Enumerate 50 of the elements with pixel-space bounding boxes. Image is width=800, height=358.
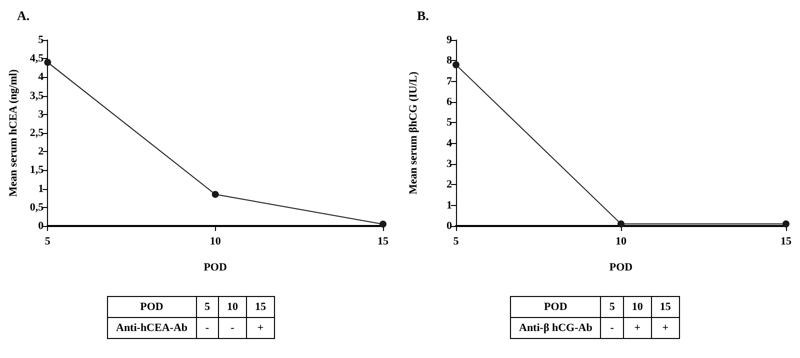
point <box>44 58 52 66</box>
y-tick-label: 5 <box>446 116 452 129</box>
x-tick-label: 15 <box>378 236 389 248</box>
y-axis-title: Mean serum hCEA (ng/ml) <box>8 68 20 197</box>
point <box>212 190 219 198</box>
y-tick-label: 4,5 <box>30 52 44 65</box>
text: 5 <box>196 296 219 318</box>
y-tick-label: 4 <box>38 71 44 84</box>
y-tick-label: 2 <box>38 146 44 158</box>
text: 15 <box>651 296 680 318</box>
y-tick-label: 2 <box>446 178 452 191</box>
y-tick-label: 3 <box>446 158 452 170</box>
y-tick-label: 8 <box>446 54 452 67</box>
point <box>380 220 386 228</box>
y-tick-label: 9 <box>446 34 452 46</box>
text: 10 <box>623 296 652 318</box>
text: Anti-β hCG-Ab <box>510 318 601 338</box>
y-tick-label: 2,5 <box>30 127 44 139</box>
text: + <box>623 318 652 338</box>
y-tick-label: 3 <box>38 108 44 120</box>
text: - <box>218 318 247 338</box>
y-tick-label: 6 <box>446 96 452 108</box>
y-axis-title: Mean serum βhCG (IU/L) <box>408 71 420 194</box>
text: Anti-hCEA-Ab <box>108 318 196 338</box>
y-tick-label: 0,5 <box>30 201 44 214</box>
y-tick-label: 1 <box>446 199 452 212</box>
x-tick-label: 10 <box>210 236 222 248</box>
chart-title: A. <box>17 8 30 23</box>
x-axis-title: POD <box>609 262 633 274</box>
text: POD <box>510 296 601 318</box>
text: POD <box>108 296 196 318</box>
y-tick-label: 4 <box>446 137 452 150</box>
text: - <box>196 318 219 338</box>
y-tick-label: 1 <box>38 182 44 195</box>
y-tick-label: 0 <box>38 220 44 232</box>
y-tick-label: 7 <box>446 75 452 88</box>
y-tick-label: 5 <box>38 34 44 46</box>
x-tick-label: 10 <box>616 236 627 248</box>
y-tick-label: 1,5 <box>30 164 44 176</box>
text: 15 <box>246 296 275 318</box>
y-tick-label: 0 <box>446 220 452 232</box>
x-axis-title: POD <box>204 262 227 274</box>
y-tick-label: 3,5 <box>30 90 44 102</box>
text: 5 <box>600 296 624 318</box>
text: - <box>600 318 624 338</box>
text: 10 <box>218 296 247 318</box>
chart-title: B. <box>417 8 429 23</box>
x-tick-label: 15 <box>780 236 792 248</box>
text: + <box>246 318 275 338</box>
text: + <box>651 318 680 338</box>
